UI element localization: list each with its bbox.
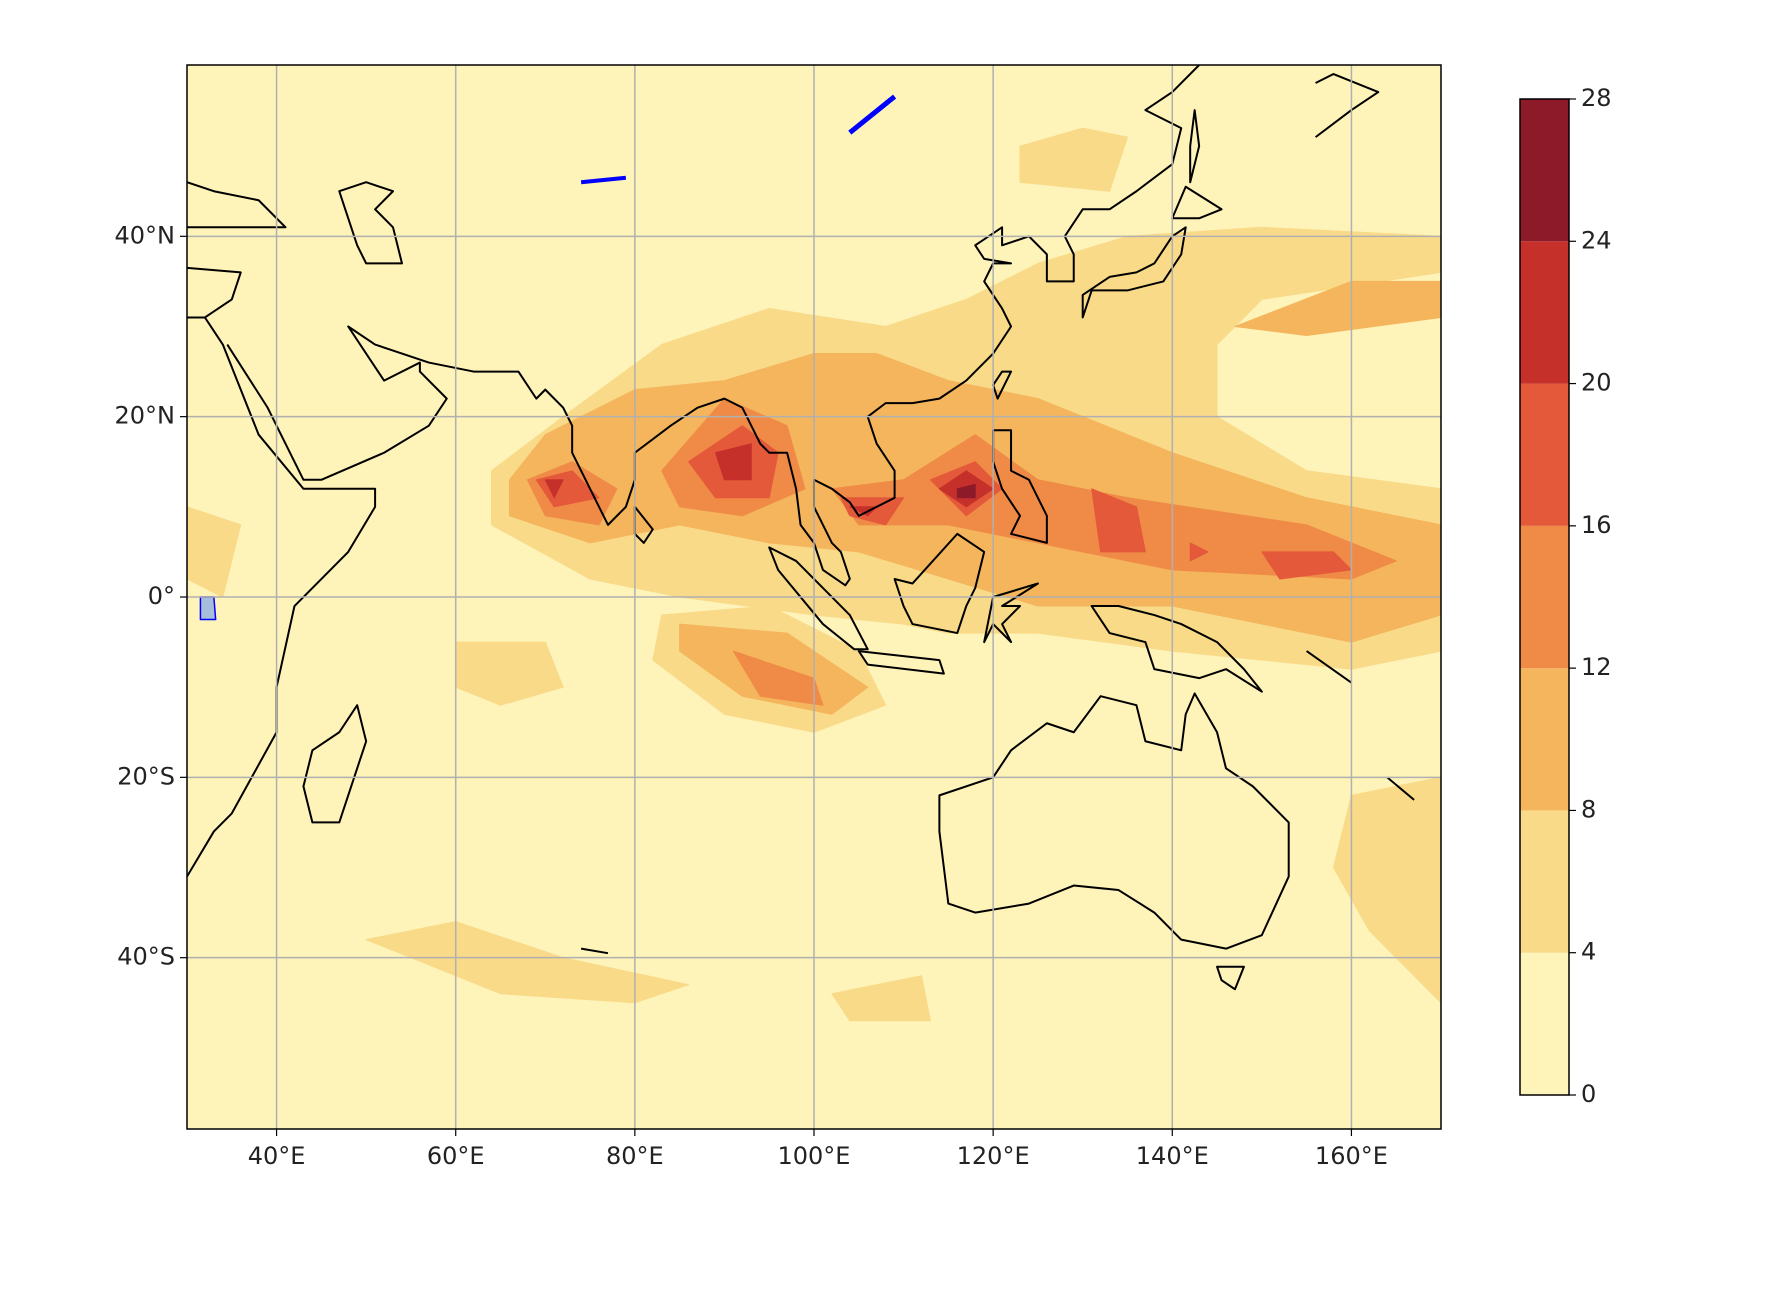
- coast-sulawesi: [984, 583, 1038, 642]
- contour-region: [715, 443, 752, 481]
- coast-sumatra: [769, 547, 868, 649]
- y-tick-label: 0°: [148, 582, 175, 610]
- x-tick-label: 160°E: [1315, 1142, 1388, 1170]
- contour-region: [1019, 127, 1128, 192]
- axes: 40°E 60°E 80°E 100°E 120°E 140°E 160°E 40°N 20°N…: [115, 221, 1388, 1170]
- contour-region: [956, 483, 976, 499]
- colorbar-segment: [1520, 383, 1569, 526]
- y-tick-label: 20°N: [115, 402, 176, 430]
- coast-caspian: [339, 182, 402, 263]
- lake-baikal: [850, 97, 895, 133]
- y-tick-label: 40°S: [117, 943, 175, 971]
- colorbar-segment: [1520, 810, 1569, 953]
- coast-black-sea: [187, 182, 286, 227]
- contour-region: [732, 650, 824, 706]
- colorbar-tick-label: 0: [1581, 1080, 1596, 1108]
- coast-philippines: [993, 430, 1047, 543]
- contour-region: [1189, 542, 1209, 562]
- colorbar-tick-label: 12: [1581, 653, 1612, 681]
- x-tick-label: 40°E: [248, 1142, 306, 1170]
- x-tick-label: 140°E: [1136, 1142, 1209, 1170]
- contour-region: [831, 975, 931, 1022]
- contour-region: [1333, 776, 1441, 1004]
- colorbar-frame: [1519, 98, 1570, 1096]
- y-tick-label: 20°S: [117, 762, 175, 790]
- lake-victoria: [200, 597, 215, 620]
- coast-africa: [187, 268, 375, 877]
- colorbar-tick-label: 4: [1581, 938, 1596, 966]
- grid: [187, 65, 1441, 1129]
- colorbar-segment: [1520, 241, 1569, 384]
- contour-region: [849, 506, 878, 517]
- colorbar: 0 4 8 12 16 20 24 28: [1519, 84, 1612, 1108]
- colorbar-segment: [1520, 952, 1569, 1095]
- colorbar-segment: [1520, 525, 1569, 669]
- x-tick-label: 100°E: [778, 1142, 851, 1170]
- colorbar-tick-label: 16: [1581, 511, 1612, 539]
- contour-region: [1234, 280, 1441, 336]
- coast-australia: [939, 693, 1288, 948]
- colorbar-tick-label: 24: [1581, 226, 1612, 254]
- colorbar-tick-label: 20: [1581, 369, 1612, 397]
- x-tick-label: 80°E: [606, 1142, 664, 1170]
- contour-region: [1091, 488, 1146, 553]
- y-tick-label: 40°N: [115, 221, 176, 249]
- x-tick-label: 60°E: [427, 1142, 485, 1170]
- colorbar-segment: [1520, 668, 1569, 811]
- colorbar-tick-label: 8: [1581, 795, 1596, 823]
- colorbar-tick-label: 28: [1581, 84, 1612, 112]
- lake-balkhash: [581, 178, 626, 183]
- contour-region: [544, 479, 564, 499]
- coast-kamchatka: [1316, 74, 1379, 137]
- colorbar-segment: [1520, 99, 1569, 242]
- x-tick-label: 120°E: [957, 1142, 1030, 1170]
- coast-madagascar: [303, 705, 366, 822]
- coast-taiwan: [993, 372, 1011, 399]
- coast-tasmania: [1217, 967, 1244, 990]
- coastlines: [187, 65, 1414, 989]
- coast-japan: [1083, 110, 1222, 317]
- coast-arabia: [227, 65, 1199, 585]
- coast-islands: [581, 651, 1414, 953]
- coast-new-guinea: [1092, 606, 1262, 692]
- coast-java: [859, 651, 944, 674]
